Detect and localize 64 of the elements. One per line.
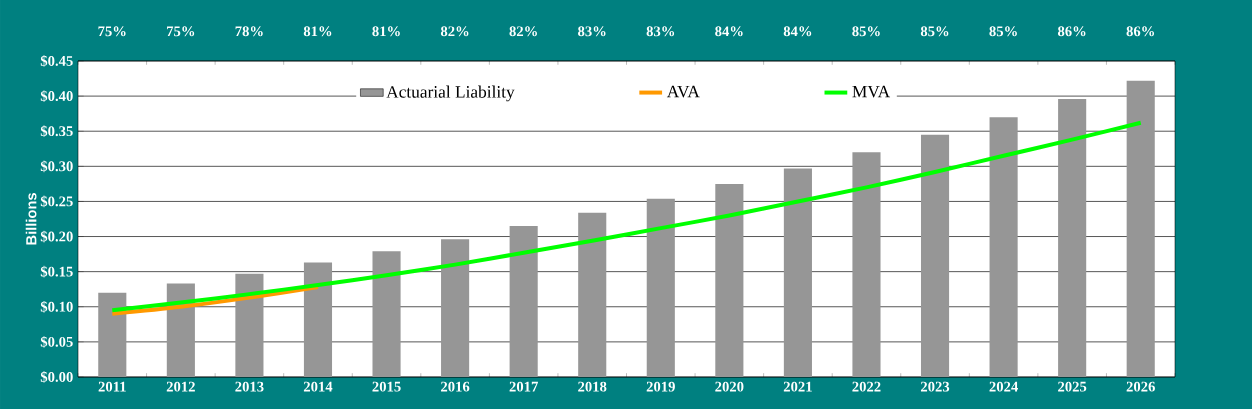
y-tick-label: $0.10 — [40, 300, 73, 313]
y-tick-label: $0.15 — [40, 265, 73, 278]
y-tick-label: $0.45 — [40, 55, 73, 67]
bar — [783, 168, 812, 377]
legend-label: MVA — [852, 85, 891, 98]
x-tick-label: 2016 — [441, 381, 470, 392]
bar — [852, 152, 881, 377]
bar — [646, 198, 675, 377]
bar — [235, 273, 264, 377]
x-tick-label: 2017 — [509, 381, 538, 392]
bar — [166, 283, 195, 377]
bar — [920, 134, 950, 377]
x-tick-label: 2011 — [98, 381, 126, 392]
bar — [98, 292, 127, 377]
x-tick-label: 2020 — [715, 381, 744, 392]
x-tick-label: 2021 — [783, 381, 812, 392]
legend-label: Actuarial Liability — [386, 85, 515, 102]
text: 82% — [440, 26, 469, 37]
y-tick-label: $0.00 — [40, 371, 73, 383]
bar — [441, 239, 470, 377]
text: 75% — [167, 26, 195, 37]
bar — [509, 226, 538, 377]
text: 84% — [783, 26, 812, 37]
text: 81% — [372, 26, 400, 37]
bar — [372, 251, 401, 377]
bar — [578, 212, 607, 377]
x-tick-label: 2018 — [578, 381, 607, 392]
y-tick-label: $0.25 — [40, 195, 73, 208]
y-tick-label: $0.30 — [40, 160, 73, 173]
x-tick-label: 2014 — [303, 381, 333, 392]
text: 78% — [235, 26, 263, 37]
text: 82% — [509, 26, 537, 37]
bar — [989, 117, 1018, 377]
line-series — [110, 120, 1143, 313]
bar — [303, 262, 333, 377]
text: 85% — [989, 26, 1017, 37]
text: 86% — [1126, 26, 1154, 37]
bar — [1126, 80, 1155, 377]
x-tick-label: 2022 — [852, 381, 881, 392]
text: 83% — [578, 26, 606, 37]
y-tick-label: $0.20 — [40, 230, 73, 243]
text: 84% — [715, 26, 743, 37]
x-tick-label: 2012 — [166, 381, 195, 392]
x-tick-label: 2023 — [920, 381, 950, 392]
text: 81% — [303, 26, 332, 37]
text: 86% — [1057, 26, 1086, 37]
x-tick-label: 2025 — [1058, 381, 1087, 392]
y-axis-title: Billions — [25, 193, 37, 245]
bar — [715, 183, 744, 377]
text: 85% — [852, 26, 880, 37]
x-tick-label: 2026 — [1126, 381, 1155, 392]
y-tick-label: $0.40 — [40, 90, 73, 102]
y-tick-label: $0.35 — [40, 125, 73, 138]
legend-label: AVA — [666, 85, 700, 98]
y-tick-label: $0.05 — [40, 336, 73, 348]
line-series — [110, 285, 320, 316]
x-tick-label: 2019 — [646, 381, 675, 392]
text: 85% — [920, 26, 949, 37]
text: 83% — [646, 26, 675, 37]
x-tick-label: 2013 — [235, 381, 264, 392]
x-tick-label: 2015 — [372, 381, 401, 392]
text: 75% — [98, 26, 126, 37]
x-tick-label: 2024 — [989, 381, 1018, 392]
bar — [1058, 98, 1087, 377]
